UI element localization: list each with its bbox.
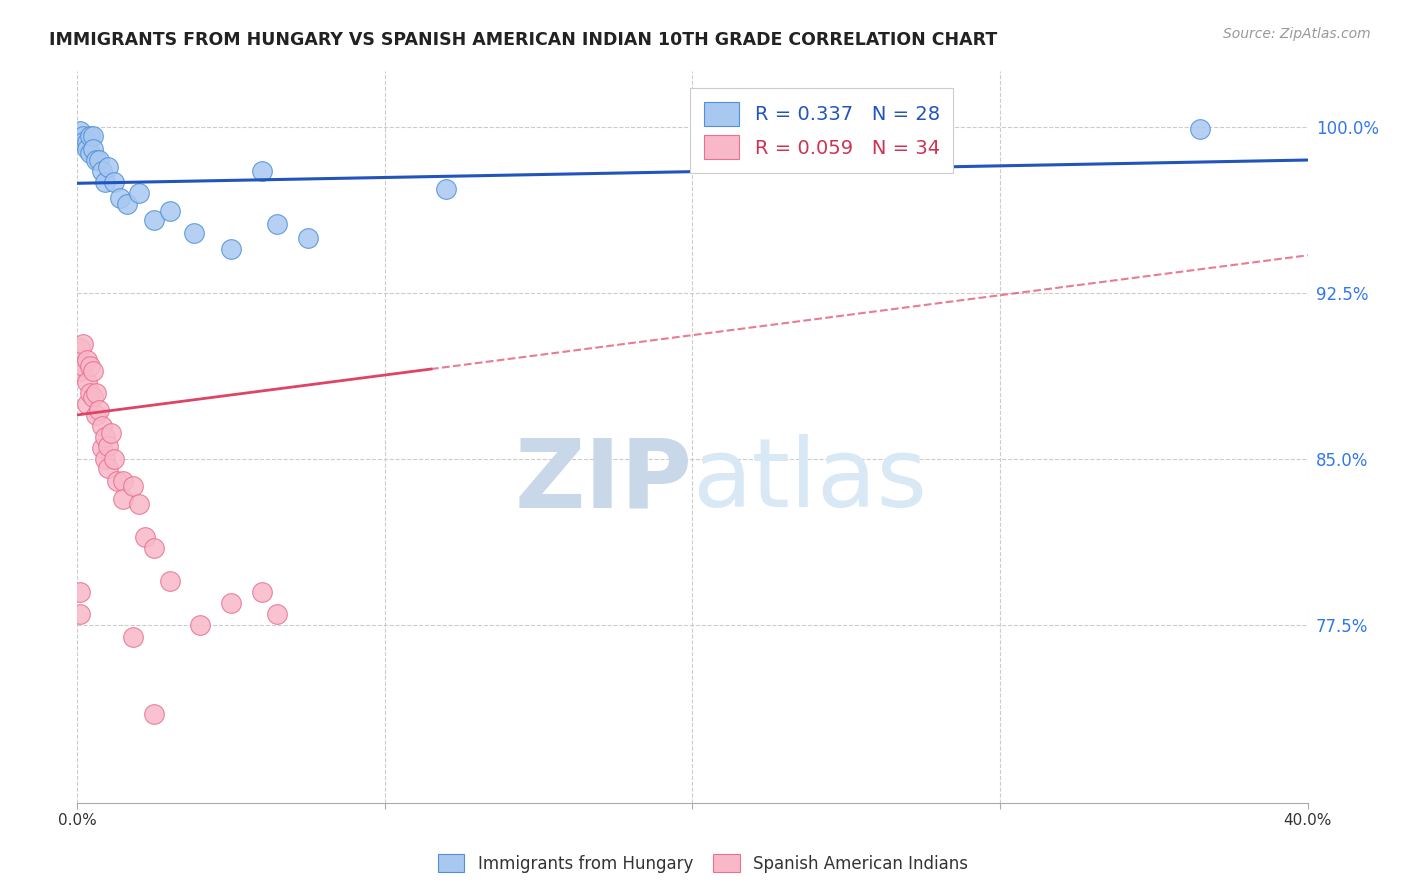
Point	[121, 479, 143, 493]
Point	[76, 397, 98, 411]
Point	[112, 475, 135, 489]
Point	[94, 452, 117, 467]
Point	[219, 242, 242, 256]
Point	[72, 359, 94, 373]
Point	[143, 541, 166, 555]
Point	[121, 630, 143, 644]
Point	[115, 197, 138, 211]
Point	[69, 607, 91, 622]
Point	[1188, 122, 1211, 136]
Point	[97, 439, 120, 453]
Point	[266, 217, 288, 231]
Point	[72, 337, 94, 351]
Point	[79, 385, 101, 400]
Point	[94, 175, 117, 189]
Point	[72, 136, 94, 150]
Point	[84, 408, 107, 422]
Point	[87, 403, 110, 417]
Point	[159, 574, 181, 589]
Point	[76, 352, 98, 367]
Point	[143, 212, 166, 227]
Legend: R = 0.337   N = 28, R = 0.059   N = 34: R = 0.337 N = 28, R = 0.059 N = 34	[690, 88, 953, 173]
Point	[250, 585, 273, 599]
Point	[266, 607, 288, 622]
Point	[79, 359, 101, 373]
Point	[128, 186, 150, 201]
Point	[143, 707, 166, 722]
Point	[105, 475, 128, 489]
Text: IMMIGRANTS FROM HUNGARY VS SPANISH AMERICAN INDIAN 10TH GRADE CORRELATION CHART: IMMIGRANTS FROM HUNGARY VS SPANISH AMERI…	[49, 31, 997, 49]
Point	[128, 497, 150, 511]
Point	[90, 164, 114, 178]
Point	[112, 492, 135, 507]
Point	[912, 124, 935, 138]
Point	[183, 226, 205, 240]
Point	[76, 136, 98, 150]
Point	[94, 430, 117, 444]
Point	[90, 419, 114, 434]
Legend: Immigrants from Hungary, Spanish American Indians: Immigrants from Hungary, Spanish America…	[432, 847, 974, 880]
Point	[69, 585, 91, 599]
Text: atlas: atlas	[693, 434, 928, 527]
Point	[82, 128, 104, 143]
Point	[188, 618, 212, 632]
Point	[84, 385, 107, 400]
Point	[79, 128, 101, 143]
Point	[97, 461, 120, 475]
Point	[82, 142, 104, 156]
Point	[250, 164, 273, 178]
Point	[84, 153, 107, 167]
Text: Source: ZipAtlas.com: Source: ZipAtlas.com	[1223, 27, 1371, 41]
Point	[82, 390, 104, 404]
Point	[76, 142, 98, 156]
Point	[76, 375, 98, 389]
Point	[82, 363, 104, 377]
Point	[436, 182, 458, 196]
Point	[97, 160, 120, 174]
Point	[134, 530, 156, 544]
Point	[219, 596, 242, 610]
Point	[69, 342, 91, 356]
Point	[72, 128, 94, 143]
Point	[69, 363, 91, 377]
Text: ZIP: ZIP	[515, 434, 693, 527]
Point	[87, 153, 110, 167]
Point	[69, 124, 91, 138]
Point	[103, 175, 125, 189]
Point	[110, 191, 132, 205]
Point	[159, 204, 181, 219]
Point	[297, 230, 319, 244]
Point	[100, 425, 122, 440]
Point	[103, 452, 125, 467]
Point	[79, 146, 101, 161]
Point	[90, 441, 114, 455]
